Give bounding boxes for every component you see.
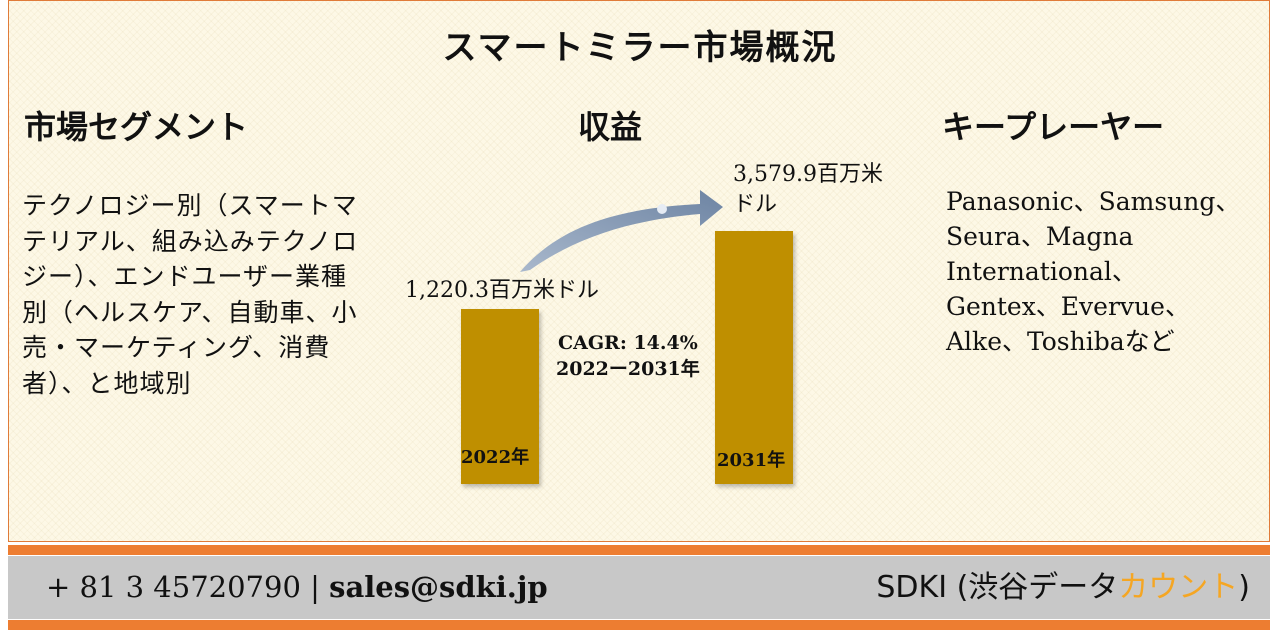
cagr-rate: CAGR: 14.4% [557,332,698,354]
brand-suffix: ) [1238,570,1250,605]
brand-prefix: SDKI (渋谷データ [876,570,1119,605]
bar-label-2022: 2022年 [461,447,530,468]
footer-stripe-bottom [8,620,1270,630]
bar-label-2031: 2031年 [717,450,786,471]
email-link[interactable]: sales@sdki.jp [329,570,548,604]
contact-separator: | [310,570,320,604]
revenue-heading: 収益 [578,108,643,146]
cagr-period: 2022ー2031年 [556,358,700,380]
key-players-heading: キープレーヤー [942,108,1165,146]
key-players-list: Panasonic、Samsung、Seura、Magna Internatio… [946,187,1241,356]
segment-description: テクノロジー別（スマートマテリアル、組み込みテクノロジー）、エンドユーザー業種別… [22,191,359,398]
bar-2022 [461,309,539,484]
phone-number[interactable]: + 81 3 45720790 [46,570,301,604]
value-label-2031: 3,579.9百万米ドル [733,162,883,217]
footer-stripe-top [8,545,1270,555]
overview-panel [8,0,1270,542]
bar-2031 [715,231,793,484]
page-title: スマートミラー市場概況 [442,28,838,68]
brand-accent: カウント [1118,570,1239,605]
value-label-2022: 1,220.3百万米ドル [405,278,599,303]
segment-heading: 市場セグメント [24,108,249,146]
footer-bar [8,555,1270,620]
contact-info: + 81 3 45720790 | sales@sdki.jp [46,570,548,604]
cagr-annotation: CAGR: 14.4% 2022ー2031年 [556,330,700,382]
brand-name: SDKI (渋谷データカウント) [876,562,1250,606]
